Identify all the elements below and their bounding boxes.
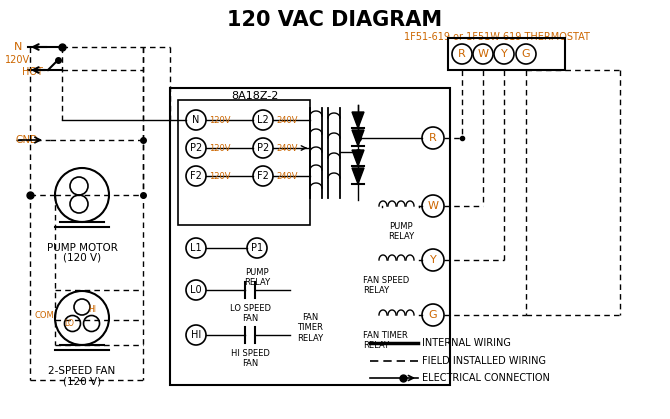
Text: 240V: 240V (276, 171, 297, 181)
Text: INTERNAL WIRING: INTERNAL WIRING (422, 338, 511, 348)
Text: R: R (458, 49, 466, 59)
Text: FAN
TIMER
RELAY: FAN TIMER RELAY (297, 313, 323, 343)
Text: P2: P2 (257, 143, 269, 153)
Text: HI: HI (88, 305, 96, 315)
Text: PUMP
RELAY: PUMP RELAY (244, 268, 270, 287)
Text: 8A18Z-2: 8A18Z-2 (231, 91, 279, 101)
Text: 2-SPEED FAN: 2-SPEED FAN (48, 366, 116, 376)
Text: Y: Y (429, 255, 436, 265)
Text: L1: L1 (190, 243, 202, 253)
Text: L0: L0 (190, 285, 202, 295)
Text: F2: F2 (257, 171, 269, 181)
Text: 120V: 120V (5, 55, 31, 65)
Polygon shape (352, 130, 364, 146)
Text: R: R (429, 133, 437, 143)
Text: HI SPEED
FAN: HI SPEED FAN (230, 349, 269, 368)
Text: HI: HI (191, 330, 201, 340)
Text: (120 V): (120 V) (63, 376, 101, 386)
Bar (448, 38, 565, 70)
Text: P1: P1 (251, 243, 263, 253)
Text: PUMP MOTOR: PUMP MOTOR (46, 243, 117, 253)
Text: (120 V): (120 V) (63, 253, 101, 263)
Text: 120V: 120V (209, 116, 230, 124)
Text: 120V: 120V (209, 171, 230, 181)
Text: LO SPEED
FAN: LO SPEED FAN (230, 304, 271, 323)
Text: W: W (427, 201, 438, 211)
Text: 120V: 120V (209, 143, 230, 153)
Text: 1F51-619 or 1F51W-619 THERMOSTAT: 1F51-619 or 1F51W-619 THERMOSTAT (404, 32, 590, 42)
Text: N: N (192, 115, 200, 125)
Text: 240V: 240V (276, 143, 297, 153)
Bar (170, 88, 450, 385)
Text: GND: GND (16, 135, 38, 145)
Polygon shape (352, 150, 364, 166)
Text: Y: Y (500, 49, 507, 59)
Text: F2: F2 (190, 171, 202, 181)
Polygon shape (352, 168, 364, 184)
Text: FAN SPEED
RELAY: FAN SPEED RELAY (363, 276, 409, 295)
Text: FAN TIMER
RELAY: FAN TIMER RELAY (363, 331, 408, 350)
Text: FIELD INSTALLED WIRING: FIELD INSTALLED WIRING (422, 356, 546, 366)
Text: PUMP
RELAY: PUMP RELAY (388, 222, 414, 241)
Text: 240V: 240V (276, 116, 297, 124)
Text: COM: COM (34, 310, 54, 320)
Text: LO: LO (64, 318, 74, 328)
Polygon shape (352, 112, 364, 128)
Text: G: G (429, 310, 438, 320)
Text: G: G (522, 49, 531, 59)
Text: W: W (478, 49, 488, 59)
Text: ELECTRICAL CONNECTION: ELECTRICAL CONNECTION (422, 373, 550, 383)
Text: 120 VAC DIAGRAM: 120 VAC DIAGRAM (227, 10, 443, 30)
Text: HOT: HOT (21, 67, 42, 77)
Text: N: N (14, 42, 22, 52)
Text: L2: L2 (257, 115, 269, 125)
Bar (178, 100, 310, 225)
Text: P2: P2 (190, 143, 202, 153)
